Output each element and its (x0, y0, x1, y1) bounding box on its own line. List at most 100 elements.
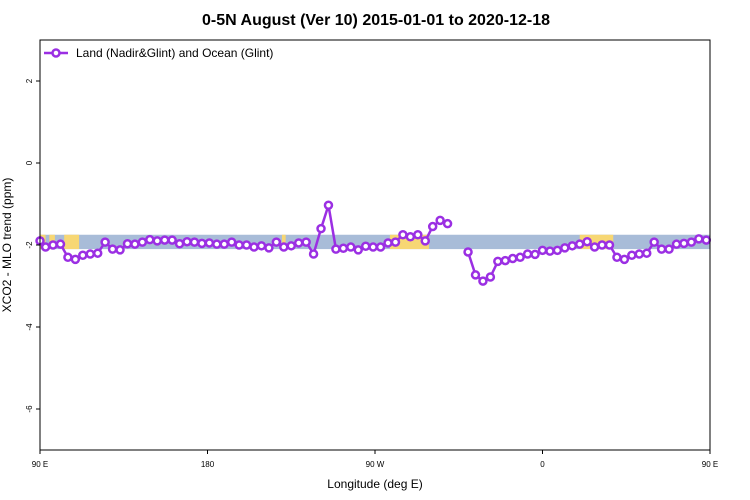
data-point (545, 246, 555, 256)
data-point (530, 249, 540, 260)
data-point (293, 238, 304, 248)
data-point (167, 235, 177, 245)
data-point (92, 248, 103, 258)
data-point (316, 223, 326, 234)
data-point (234, 240, 244, 250)
data-point (537, 245, 548, 256)
data-point (500, 255, 511, 266)
data-point (589, 242, 600, 252)
data-point (390, 237, 401, 247)
data-point (271, 237, 282, 247)
data-point (560, 243, 570, 253)
data-point (55, 239, 66, 249)
x-tick-label: 180 (201, 460, 215, 469)
data-point (619, 254, 630, 265)
y-tick-label: -2 (25, 241, 34, 249)
data-point (70, 254, 81, 265)
surface-band-land (281, 234, 286, 250)
data-point (701, 235, 712, 245)
data-point (130, 239, 140, 249)
data-point (375, 242, 386, 252)
x-axis: 90 E 180 90 W 0 90 E (32, 450, 718, 469)
legend-label: Land (Nadir&Glint) and Ocean (Glint) (76, 46, 273, 60)
x-tick-label: 90 E (32, 460, 48, 469)
x-tick-label: 90 W (366, 460, 385, 469)
y-tick-label: 2 (25, 78, 34, 83)
data-point (353, 245, 363, 255)
data-point (152, 236, 162, 246)
data-point (413, 230, 423, 240)
data-point (286, 241, 296, 251)
data-point (137, 237, 148, 247)
data-point (360, 241, 371, 251)
x-axis-label: Longitude (deg E) (327, 477, 422, 491)
y-tick-label: -4 (25, 323, 34, 331)
data-point (420, 236, 430, 246)
data-point (574, 239, 585, 249)
data-point (649, 237, 659, 247)
data-point (493, 256, 503, 267)
data-point (656, 244, 667, 254)
data-point (604, 240, 615, 250)
data-point (435, 215, 445, 226)
data-point (85, 249, 95, 259)
data-point (107, 244, 118, 254)
data-point (241, 240, 252, 250)
data-point (249, 242, 259, 252)
data-point (159, 235, 170, 245)
data-point (368, 242, 378, 252)
data-point (40, 242, 51, 252)
data-point (301, 237, 311, 247)
data-point (331, 244, 341, 254)
plot-area (35, 200, 712, 286)
data-point (686, 237, 697, 247)
y-tick-label: -6 (25, 405, 34, 413)
data-point (634, 249, 645, 259)
data-point (346, 242, 356, 252)
data-point (308, 249, 319, 259)
y-tick-label: 0 (25, 160, 34, 165)
data-point (442, 218, 453, 229)
data-point (470, 270, 481, 280)
data-point (204, 238, 215, 248)
data-point (63, 252, 73, 263)
y-axis-label: XCO2 - MLO trend (ppm) (0, 178, 14, 313)
data-point (100, 237, 110, 247)
data-point (226, 237, 237, 247)
data-point (582, 236, 592, 247)
data-point (279, 242, 289, 252)
data-point (552, 245, 563, 256)
data-point (383, 238, 393, 248)
data-point (567, 241, 578, 251)
data-point (197, 238, 207, 249)
data-point (338, 243, 349, 254)
data-point (212, 239, 222, 249)
data-point (398, 230, 408, 240)
x-tick-label: 0 (540, 460, 545, 469)
data-point (485, 272, 496, 282)
data-point (48, 240, 58, 250)
data-point (694, 234, 704, 244)
data-point (122, 239, 133, 249)
data-point (264, 243, 274, 253)
data-point (515, 252, 525, 263)
data-point (507, 253, 518, 264)
chart-title: 0-5N August (Ver 10) 2015-01-01 to 2020-… (202, 12, 550, 29)
data-point (664, 244, 674, 254)
surface-band-land (64, 234, 80, 250)
data-point (427, 221, 438, 232)
data-point (478, 276, 488, 286)
data-point (78, 250, 88, 260)
data-point (189, 237, 200, 247)
data-point (145, 234, 155, 245)
data-point (522, 249, 533, 259)
data-point (256, 241, 267, 251)
data-point (219, 239, 229, 249)
data-point (597, 240, 607, 250)
y-axis: 2 0 -2 -4 -6 (25, 78, 40, 413)
data-point (174, 239, 185, 249)
data-point (115, 245, 125, 255)
data-point (182, 236, 192, 247)
data-point (612, 252, 622, 263)
